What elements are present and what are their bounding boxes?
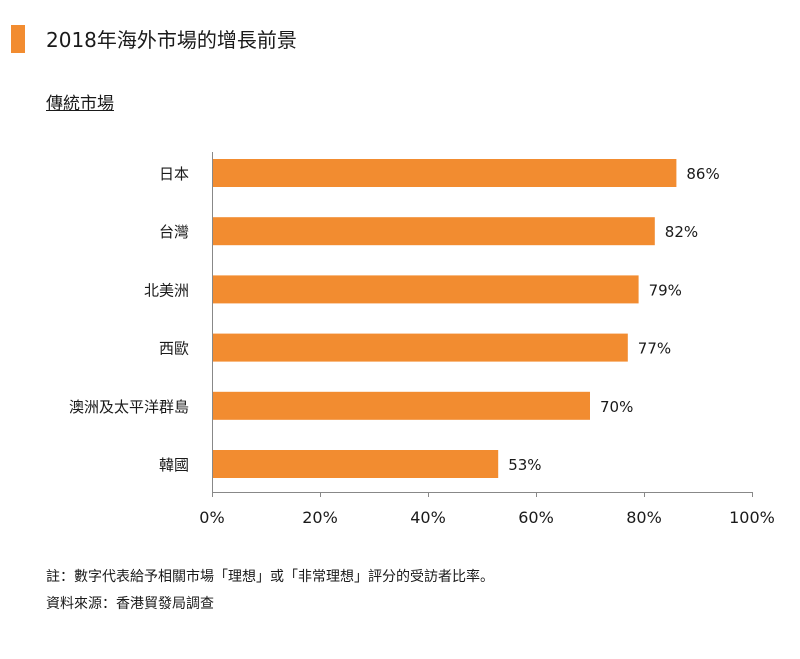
category-label: 台灣 [159,223,189,241]
footnote: 註：數字代表給予相關市場「理想」或「非常理想」評分的受訪者比率。 [46,569,494,585]
title-accent-bar [11,25,25,53]
data-label: 82% [665,223,698,241]
category-label: 日本 [159,165,189,183]
data-label: 53% [508,456,541,474]
bar [212,391,590,420]
source-note: 資料來源：香港貿發局調查 [46,596,214,612]
category-label: 韓國 [159,456,189,474]
category-label: 澳洲及太平洋群島 [69,398,189,416]
bar-chart: 日本 86% 台灣 82% 北美洲 79% 西歐 77% 澳洲及太平洋群島 70% 韓國 53% 0% 2… [69,152,775,527]
data-label: 86% [686,165,719,183]
category-label: 北美洲 [144,281,189,299]
x-tick-label: 0% [199,508,224,527]
x-tick-label: 80% [626,508,662,527]
data-label: 70% [600,398,633,416]
category-label: 西歐 [159,340,189,358]
x-tick-label: 20% [302,508,338,527]
chart-subtitle: 傳統市場 [46,94,114,114]
bar [212,333,628,362]
bar [212,450,499,478]
x-tick-label: 100% [729,508,775,527]
bar [212,217,655,246]
bar [212,275,639,304]
data-label: 79% [649,281,682,299]
bar [212,159,677,187]
x-tick-label: 60% [518,508,554,527]
x-tick-label: 40% [410,508,446,527]
page-title: 2018年海外市場的增長前景 [46,28,297,52]
data-label: 77% [638,340,671,358]
